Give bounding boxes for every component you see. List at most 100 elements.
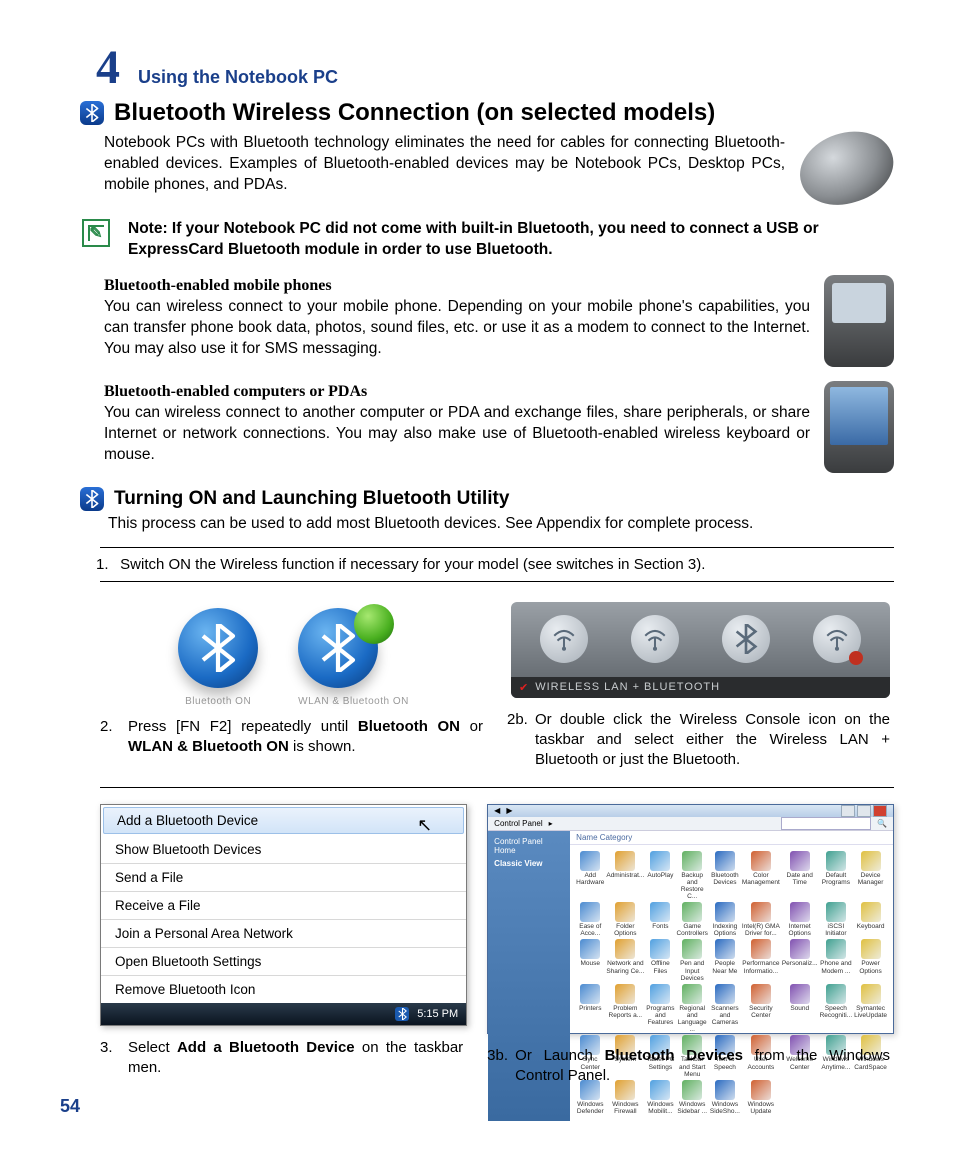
menu-item[interactable]: Join a Personal Area Network: [101, 920, 466, 948]
cp-item[interactable]: Date and Time: [782, 851, 818, 901]
chapter-title: Using the Notebook PC: [138, 67, 338, 88]
cp-item[interactable]: Problem Reports a...: [606, 984, 644, 1034]
menu-item[interactable]: Show Bluetooth Devices: [101, 836, 466, 864]
note-text: Note: If your Notebook PC did not come w…: [128, 219, 884, 261]
cp-item[interactable]: Speech Recogniti...: [820, 984, 853, 1034]
cp-item[interactable]: Keyboard: [854, 902, 887, 937]
cp-item[interactable]: Bluetooth Devices: [710, 851, 740, 901]
chapter-header: 4 Using the Notebook PC: [96, 40, 894, 95]
bt-on-icon-block: Bluetooth ON: [178, 608, 258, 707]
cp-item[interactable]: Personaliz...: [782, 939, 818, 981]
divider: [100, 581, 894, 582]
maximize-button[interactable]: [857, 805, 871, 817]
bt-on-label: Bluetooth ON: [178, 696, 258, 707]
taskbar-time: 5:15 PM: [417, 1008, 458, 1020]
pdas-block: Bluetooth-enabled computers or PDAs You …: [104, 381, 894, 473]
cp-item[interactable]: Add Hardware: [576, 851, 604, 901]
cp-item[interactable]: Pen and Input Devices: [676, 939, 707, 981]
close-button[interactable]: [873, 805, 887, 817]
cp-item[interactable]: Network and Sharing Ce...: [606, 939, 644, 981]
cp-item[interactable]: Offline Files: [646, 939, 674, 981]
step-1: 1. Switch ON the Wireless function if ne…: [120, 556, 894, 573]
cp-item[interactable]: Ease of Acce...: [576, 902, 604, 937]
wc-wlan-bt-icon[interactable]: [540, 615, 588, 663]
cp-item[interactable]: Scanners and Cameras: [710, 984, 740, 1034]
wc-wlan-icon[interactable]: [631, 615, 679, 663]
pdas-text: Bluetooth-enabled computers or PDAs You …: [104, 381, 810, 473]
wireless-console-status: ✔ Wireless LAN + Bluetooth: [511, 677, 890, 698]
note-block: ✎ Note: If your Notebook PC did not come…: [82, 219, 894, 261]
cp-item[interactable]: Folder Options: [606, 902, 644, 937]
cp-item[interactable]: People Near Me: [710, 939, 740, 981]
step-1-text: Switch ON the Wireless function if neces…: [120, 556, 705, 573]
cp-titlebar: ◀ ▶: [488, 805, 893, 817]
cp-item[interactable]: Color Management: [742, 851, 780, 901]
cp-item[interactable]: Performance Informatio...: [742, 939, 780, 981]
pdas-body: You can wireless connect to another comp…: [104, 404, 810, 463]
cp-item[interactable]: Intel(R) GMA Driver for...: [742, 902, 780, 937]
cp-item[interactable]: Default Programs: [820, 851, 853, 901]
wc-label: Wireless LAN + Bluetooth: [535, 681, 720, 693]
phone-image: [824, 275, 894, 367]
phones-body: You can wireless connect to your mobile …: [104, 298, 810, 357]
wc-bluetooth-icon[interactable]: [722, 615, 770, 663]
cp-item[interactable]: Security Center: [742, 984, 780, 1034]
cp-item[interactable]: Printers: [576, 984, 604, 1034]
cp-item[interactable]: Mouse: [576, 939, 604, 981]
menu-item[interactable]: Add a Bluetooth Device: [103, 807, 464, 834]
section-title: Bluetooth Wireless Connection (on select…: [114, 99, 715, 127]
bluetooth-icon: [80, 101, 104, 125]
cp-back-icon[interactable]: ◀: [494, 806, 500, 815]
control-panel-window[interactable]: ◀ ▶ Control Panel ▸ 🔍 Control Panel Home…: [487, 804, 894, 1034]
cp-item[interactable]: Internet Options: [782, 902, 818, 937]
step-3-num: 3.: [100, 1038, 113, 1058]
cp-view-header: Name Category: [570, 831, 893, 845]
cp-item[interactable]: Phone and Modem ...: [820, 939, 853, 981]
cp-item[interactable]: Device Manager: [854, 851, 887, 901]
cp-item[interactable]: Fonts: [646, 902, 674, 937]
cp-item[interactable]: iSCSI Initiator: [820, 902, 853, 937]
cp-item[interactable]: Programs and Features: [646, 984, 674, 1034]
cp-item[interactable]: Power Options: [854, 939, 887, 981]
mouse-image: [791, 120, 903, 216]
divider: [100, 787, 894, 788]
cp-search-input[interactable]: [781, 817, 871, 830]
wireless-console-icons: [511, 602, 890, 677]
cp-item[interactable]: Backup and Restore C...: [676, 851, 707, 901]
cp-fwd-icon[interactable]: ▶: [506, 806, 512, 815]
bluetooth-icon: [80, 487, 104, 511]
minimize-button[interactable]: [841, 805, 855, 817]
cp-item[interactable]: AutoPlay: [646, 851, 674, 901]
cp-side-classic[interactable]: Classic View: [494, 859, 564, 868]
taskbar-bluetooth-icon[interactable]: [395, 1007, 409, 1021]
cp-item[interactable]: Symantec LiveUpdate: [854, 984, 887, 1034]
cursor-icon: ↖: [417, 815, 432, 836]
menu-item[interactable]: Open Bluetooth Settings: [101, 948, 466, 976]
pdas-heading: Bluetooth-enabled computers or PDAs: [104, 383, 367, 400]
intro-text: Notebook PCs with Bluetooth technology e…: [104, 133, 785, 203]
cp-item[interactable]: Regional and Language ...: [676, 984, 707, 1034]
phones-block: Bluetooth-enabled mobile phones You can …: [104, 275, 894, 367]
phones-text: Bluetooth-enabled mobile phones You can …: [104, 275, 810, 367]
cp-item[interactable]: Game Controllers: [676, 902, 707, 937]
cp-side-home[interactable]: Control Panel Home: [494, 837, 564, 855]
menu-item[interactable]: Remove Bluetooth Icon: [101, 976, 466, 1003]
cp-item[interactable]: Sound: [782, 984, 818, 1034]
section-header-row: Bluetooth Wireless Connection (on select…: [80, 99, 894, 127]
wlan-bluetooth-on-icon: [298, 608, 378, 688]
col-right-cp: ◀ ▶ Control Panel ▸ 🔍 Control Panel Home…: [487, 794, 894, 1097]
step-2b-num: 2b.: [507, 710, 528, 730]
cp-address-bar: Control Panel ▸ 🔍: [488, 817, 893, 831]
cp-item[interactable]: Indexing Options: [710, 902, 740, 937]
menu-item[interactable]: Receive a File: [101, 892, 466, 920]
menu-item[interactable]: Send a File: [101, 864, 466, 892]
step-1-num: 1.: [96, 556, 116, 573]
wlan-bt-on-label: WLAN & Bluetooth ON: [298, 696, 409, 707]
search-icon[interactable]: 🔍: [877, 819, 887, 828]
cp-item[interactable]: Administrat...: [606, 851, 644, 901]
step-2-num: 2.: [100, 717, 113, 737]
wc-off-icon[interactable]: [813, 615, 861, 663]
cp-breadcrumb[interactable]: Control Panel: [494, 819, 542, 828]
chapter-number: 4: [96, 40, 120, 95]
wireless-console-panel[interactable]: ✔ Wireless LAN + Bluetooth: [511, 602, 890, 698]
